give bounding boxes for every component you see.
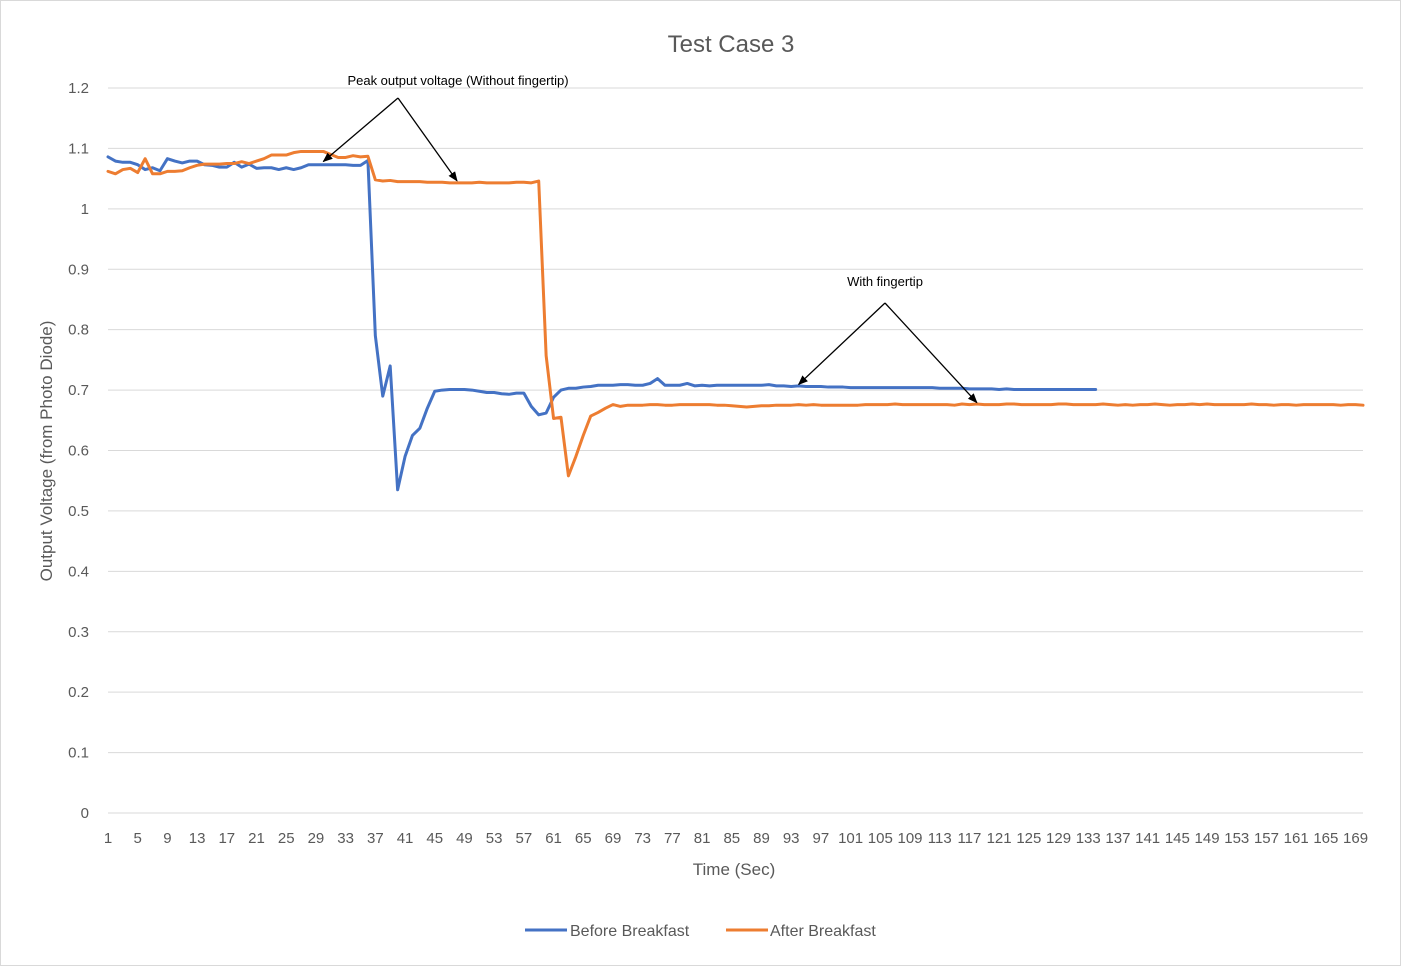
- x-tick-label: 17: [218, 830, 235, 847]
- gridlines: [108, 87, 1363, 814]
- x-tick-label: 165: [1313, 830, 1338, 847]
- x-tick-label: 29: [308, 830, 325, 847]
- x-tick-label: 45: [426, 830, 443, 847]
- x-tick-label: 81: [694, 830, 711, 847]
- y-axis-title: Output Voltage (from Photo Diode): [37, 321, 56, 582]
- x-axis-ticks: 1 5 9 13 17 21 25 29 33 37 41 45 49 53 57 61 65 69 73 77 81 8…: [104, 830, 1368, 847]
- y-tick-label: 0.2: [68, 684, 89, 701]
- chart-title: Test Case 3: [668, 31, 795, 58]
- x-tick-label: 57: [516, 830, 533, 847]
- y-tick-label: 0.3: [68, 624, 89, 641]
- series-line-before-breakfast: [106, 155, 1098, 492]
- x-tick-label: 13: [189, 830, 206, 847]
- x-tick-label: 37: [367, 830, 384, 847]
- legend-label: After Breakfast: [770, 923, 876, 940]
- y-tick-label: 0.6: [68, 443, 89, 460]
- x-tick-label: 133: [1076, 830, 1101, 847]
- x-tick-label: 149: [1195, 830, 1220, 847]
- x-tick-label: 61: [545, 830, 562, 847]
- y-tick-label: 1.2: [68, 80, 89, 97]
- x-tick-label: 137: [1105, 830, 1130, 847]
- annotation-arrow: [397, 97, 458, 182]
- x-tick-label: 33: [337, 830, 354, 847]
- x-tick-label: 97: [813, 830, 830, 847]
- annotation-arrow: [884, 302, 978, 404]
- x-axis-title: Time (Sec): [693, 860, 776, 879]
- y-tick-label: 0.8: [68, 322, 89, 339]
- x-tick-label: 121: [987, 830, 1012, 847]
- annotation-arrow: [322, 97, 399, 163]
- x-tick-label: 25: [278, 830, 295, 847]
- annotation-arrow: [797, 302, 886, 386]
- x-tick-label: 49: [456, 830, 473, 847]
- x-tick-label: 77: [664, 830, 681, 847]
- x-tick-label: 53: [486, 830, 503, 847]
- y-tick-label: 0.1: [68, 745, 89, 762]
- x-tick-label: 73: [634, 830, 651, 847]
- legend: Before Breakfast After Breakfast: [525, 923, 876, 940]
- x-tick-label: 169: [1343, 830, 1368, 847]
- annotation-label: Peak output voltage (Without fingertip): [347, 73, 568, 88]
- x-tick-label: 157: [1254, 830, 1279, 847]
- legend-label: Before Breakfast: [570, 923, 690, 940]
- x-tick-label: 21: [248, 830, 265, 847]
- y-tick-label: 0.4: [68, 563, 89, 580]
- x-tick-label: 129: [1046, 830, 1071, 847]
- x-tick-label: 69: [605, 830, 622, 847]
- x-tick-label: 125: [1016, 830, 1041, 847]
- x-tick-label: 117: [957, 830, 981, 847]
- annotations: Peak output voltage (Without fingertip) W…: [322, 73, 978, 404]
- x-tick-label: 41: [397, 830, 414, 847]
- y-tick-label: 0.9: [68, 261, 89, 278]
- x-tick-label: 1: [104, 830, 112, 847]
- series-line-after-breakfast: [106, 149, 1365, 478]
- x-tick-label: 145: [1165, 830, 1190, 847]
- y-tick-label: 0.5: [68, 503, 89, 520]
- y-tick-label: 1.1: [68, 140, 89, 157]
- x-tick-label: 5: [134, 830, 142, 847]
- x-tick-label: 141: [1135, 830, 1160, 847]
- x-tick-label: 65: [575, 830, 592, 847]
- x-tick-label: 89: [753, 830, 770, 847]
- x-tick-label: 161: [1284, 830, 1309, 847]
- y-tick-label: 0: [81, 805, 89, 822]
- x-tick-label: 109: [897, 830, 922, 847]
- y-tick-label: 0.7: [68, 382, 89, 399]
- series-lines: [106, 149, 1365, 492]
- x-tick-label: 85: [723, 830, 740, 847]
- x-tick-label: 93: [783, 830, 800, 847]
- y-tick-label: 1: [81, 201, 89, 218]
- x-tick-label: 9: [163, 830, 171, 847]
- x-tick-label: 113: [928, 830, 952, 847]
- annotation-label: With fingertip: [847, 274, 923, 289]
- y-axis-ticks: 0 0.1 0.2 0.3 0.4 0.5 0.6 0.7 0.8 0.9 1 1.1 1.2: [68, 80, 89, 822]
- x-tick-label: 153: [1224, 830, 1249, 847]
- x-tick-label: 101: [838, 830, 863, 847]
- x-tick-label: 105: [868, 830, 893, 847]
